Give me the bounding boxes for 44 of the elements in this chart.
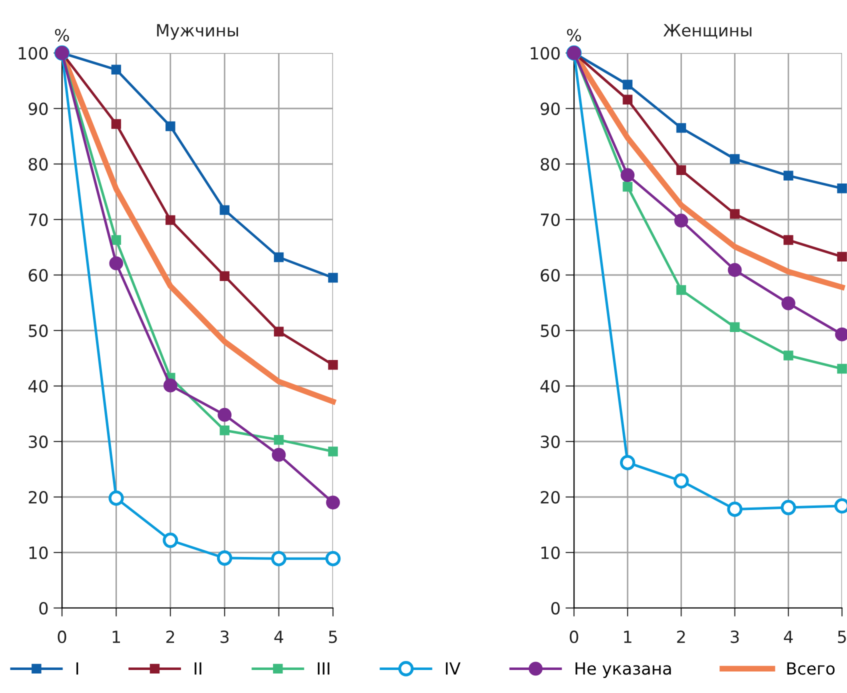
x-tick-label: 5 [328, 630, 337, 644]
legend-label: Всего [787, 662, 835, 675]
y-tick-label: 80 [28, 158, 48, 171]
x-tick-label: 1 [624, 630, 632, 643]
y-tick-label: 90 [28, 102, 48, 116]
y-tick-label: 50 [540, 324, 560, 338]
y-tick-label: 30 [540, 435, 560, 448]
y-tick-label: 30 [28, 435, 48, 448]
y-tick-label: 80 [540, 158, 560, 171]
legend-label: II [194, 662, 202, 675]
x-tick-label: 5 [838, 630, 846, 644]
legend-label: IV [446, 662, 460, 675]
y-tick-label: 100 [530, 46, 560, 60]
legend-label: III [318, 662, 330, 675]
y-tick-label: 90 [540, 102, 560, 116]
x-tick-label: 1 [112, 630, 120, 643]
chart-title: Мужчины [157, 24, 238, 40]
y-tick-label: 40 [28, 380, 48, 393]
y-tick-label: 100 [18, 46, 48, 60]
y-tick-label: 10 [29, 546, 48, 560]
y-tick-label: 40 [540, 380, 560, 393]
y-tick-label: 60 [28, 268, 48, 282]
y-axis-title: % [55, 28, 69, 42]
y-tick-label: 60 [540, 268, 560, 282]
x-tick-label: 2 [166, 630, 174, 643]
x-tick-label: 4 [274, 630, 284, 643]
y-axis-title: % [567, 28, 581, 42]
x-tick-label: 2 [677, 630, 685, 643]
legend-label: I [76, 662, 78, 675]
x-tick-label: 0 [570, 630, 578, 644]
y-tick-label: 0 [551, 602, 560, 615]
x-tick-label: 3 [730, 630, 739, 644]
y-tick-label: 20 [28, 490, 48, 504]
y-tick-label: 70 [540, 213, 560, 226]
y-tick-label: 0 [39, 602, 48, 615]
y-tick-label: 20 [540, 490, 560, 504]
y-tick-label: 10 [541, 546, 560, 560]
chart-title: Женщины [663, 24, 752, 39]
x-tick-label: 4 [784, 630, 793, 643]
legend-label: Не указана [576, 662, 671, 678]
x-tick-label: 3 [220, 630, 229, 644]
x-tick-label: 0 [58, 630, 66, 644]
y-tick-label: 70 [28, 213, 48, 226]
y-tick-label: 50 [28, 324, 48, 338]
